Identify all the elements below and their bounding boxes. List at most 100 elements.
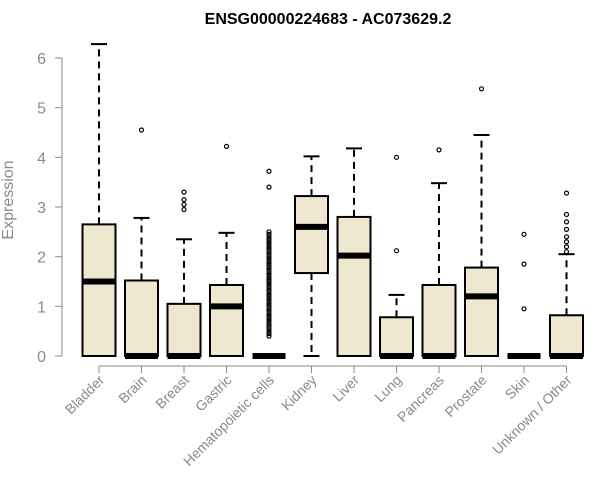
outlier-point [521,231,527,237]
outlier-point [266,276,272,282]
outlier-point [563,244,570,250]
x-tick-label: Liver [329,372,362,405]
y-tick-label: 4 [37,150,46,167]
x-tick-label: Unknown / Other [489,372,575,458]
outlier-point [266,301,272,307]
outlier-point [266,249,272,255]
y-axis-label: Expression [0,160,17,239]
outlier-point [266,271,272,277]
box-skin [507,231,541,359]
y-tick-label: 5 [37,101,46,118]
outlier-point [478,86,485,92]
outlier-point [563,239,570,245]
x-tick-label: Kidney [278,372,320,414]
outlier-point [266,264,272,270]
outlier-point [563,219,570,225]
y-tick-label: 1 [37,299,46,316]
outlier-point [266,296,272,302]
box-unknown-other [549,190,584,359]
box-body [549,314,584,358]
outlier-point [266,318,272,324]
outlier-point [181,201,187,208]
boxes [81,43,584,359]
box-body [421,283,457,357]
box-pancreas [421,147,457,359]
outlier-point [266,251,272,257]
x-tick-label: Bladder [62,372,108,418]
outlier-point [223,143,230,150]
outlier-point [266,283,272,290]
box-brain [124,127,159,359]
outlier-point [266,278,272,285]
outlier-point [266,288,272,295]
x-tick-label: Pancreas [394,372,447,425]
outlier-point [266,326,272,332]
chart-title: ENSG00000224683 - AC073629.2 [205,11,452,28]
outlier-point [266,291,272,297]
outlier-point [266,313,272,319]
box-body [336,215,372,357]
outlier-point [266,234,272,240]
outlier-point [266,331,272,337]
box-body [209,283,244,357]
box-body [294,195,329,275]
x-tick-label: Prostate [441,372,489,420]
x-tick-label: Lung [371,372,404,405]
outlier-point [266,239,272,245]
outlier-point [266,168,272,174]
y-axis: 0 1 2 3 4 5 6 [37,51,63,366]
outlier-point [266,261,272,267]
outlier-point [266,281,272,287]
outlier-point [266,311,272,317]
outlier-point [266,306,272,312]
box-liver [336,147,372,357]
box-body [124,279,159,357]
outlier-point [266,303,272,309]
outlier-point [436,147,442,153]
x-tick-label: Brain [115,372,149,406]
outlier-point [521,306,527,312]
outlier-point [138,127,145,133]
outlier-point [266,316,272,322]
outlier-point [181,189,187,195]
outlier-point [266,259,272,265]
box-body [379,316,414,358]
outlier-point [181,196,187,203]
outlier-point [266,231,272,237]
outlier-point [266,244,272,250]
outlier-point [266,236,272,242]
box-body [81,223,117,357]
outlier-point [393,154,400,160]
outlier-point [393,248,400,254]
y-tick-label: 3 [37,200,46,217]
box-body [464,266,499,357]
box-kidney [294,155,329,357]
outlier-point [266,293,272,299]
y-tick-label: 0 [37,349,46,366]
box-lung [379,154,414,359]
outlier-point [266,241,272,247]
outlier-point [266,254,272,260]
outlier-point [563,226,570,232]
outlier-point [563,211,570,218]
outlier-point [266,298,272,304]
outlier-point [266,286,272,292]
box-prostate [464,86,499,357]
x-tick-label: Breast [152,372,192,412]
outlier-point [266,256,272,262]
outlier-point [266,321,272,327]
y-tick-label: 6 [37,51,46,68]
outlier-point [266,323,272,329]
box-gastric [209,143,244,357]
outlier-point [521,261,527,267]
outlier-point [266,246,272,252]
box-body [166,302,202,358]
outlier-point [266,268,272,275]
box-bladder [81,43,117,357]
outlier-point [266,333,272,339]
outlier-point [181,206,187,213]
outlier-point [266,229,272,235]
outlier-point [563,190,570,196]
y-tick-label: 2 [37,250,46,267]
